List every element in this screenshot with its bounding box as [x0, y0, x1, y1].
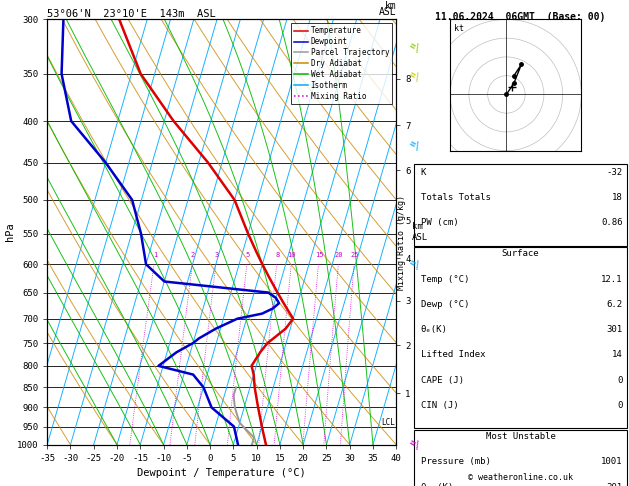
Text: Dewp (°C): Dewp (°C): [421, 300, 469, 309]
Text: Totals Totals: Totals Totals: [421, 193, 491, 202]
Text: Mixing Ratio (g/kg): Mixing Ratio (g/kg): [397, 195, 406, 291]
Text: km: km: [384, 1, 396, 11]
Text: 12.1: 12.1: [601, 275, 623, 284]
Text: ≡\: ≡\: [408, 437, 423, 452]
Text: 14: 14: [612, 350, 623, 360]
Text: 53°06'N  23°10'E  143m  ASL: 53°06'N 23°10'E 143m ASL: [47, 9, 216, 18]
Text: ≡\: ≡\: [408, 40, 423, 54]
Text: Pressure (mb): Pressure (mb): [421, 457, 491, 467]
Text: CAPE (J): CAPE (J): [421, 376, 464, 385]
Text: PW (cm): PW (cm): [421, 218, 459, 227]
Text: 20: 20: [335, 252, 343, 259]
Text: K: K: [421, 168, 426, 177]
Y-axis label: km
ASL: km ASL: [412, 223, 428, 242]
Text: 25: 25: [350, 252, 359, 259]
Bar: [414, 247, 627, 428]
Text: ≡\: ≡\: [408, 138, 423, 153]
Text: ≡\: ≡\: [408, 257, 423, 272]
Text: ASL: ASL: [379, 7, 396, 17]
Text: 301: 301: [606, 483, 623, 486]
Text: 11.06.2024  06GMT  (Base: 00): 11.06.2024 06GMT (Base: 00): [435, 12, 606, 22]
Text: kt: kt: [454, 24, 464, 33]
Text: 1: 1: [153, 252, 157, 259]
Text: 8: 8: [275, 252, 279, 259]
Text: Temp (°C): Temp (°C): [421, 275, 469, 284]
Text: ≡\: ≡\: [408, 69, 423, 84]
Text: -32: -32: [606, 168, 623, 177]
Text: 0: 0: [617, 376, 623, 385]
Text: 5: 5: [245, 252, 250, 259]
Text: Most Unstable: Most Unstable: [486, 432, 555, 441]
Text: Lifted Index: Lifted Index: [421, 350, 485, 360]
Bar: [414, 430, 627, 486]
Text: LCL: LCL: [381, 418, 395, 427]
Text: 3: 3: [214, 252, 219, 259]
X-axis label: Dewpoint / Temperature (°C): Dewpoint / Temperature (°C): [137, 469, 306, 478]
Text: 18: 18: [612, 193, 623, 202]
Text: 15: 15: [314, 252, 323, 259]
Bar: [414, 164, 627, 246]
Text: 301: 301: [606, 325, 623, 334]
Text: θₑ(K): θₑ(K): [421, 325, 448, 334]
Text: 6.2: 6.2: [606, 300, 623, 309]
Y-axis label: hPa: hPa: [5, 223, 15, 242]
Text: 1001: 1001: [601, 457, 623, 467]
Text: © weatheronline.co.uk: © weatheronline.co.uk: [468, 473, 573, 482]
Text: θₑ (K): θₑ (K): [421, 483, 453, 486]
Text: 2: 2: [191, 252, 195, 259]
Legend: Temperature, Dewpoint, Parcel Trajectory, Dry Adiabat, Wet Adiabat, Isotherm, Mi: Temperature, Dewpoint, Parcel Trajectory…: [291, 23, 392, 104]
Text: Surface: Surface: [502, 249, 539, 259]
Text: 0: 0: [617, 401, 623, 410]
Text: CIN (J): CIN (J): [421, 401, 459, 410]
Text: 10: 10: [287, 252, 296, 259]
Text: 0.86: 0.86: [601, 218, 623, 227]
